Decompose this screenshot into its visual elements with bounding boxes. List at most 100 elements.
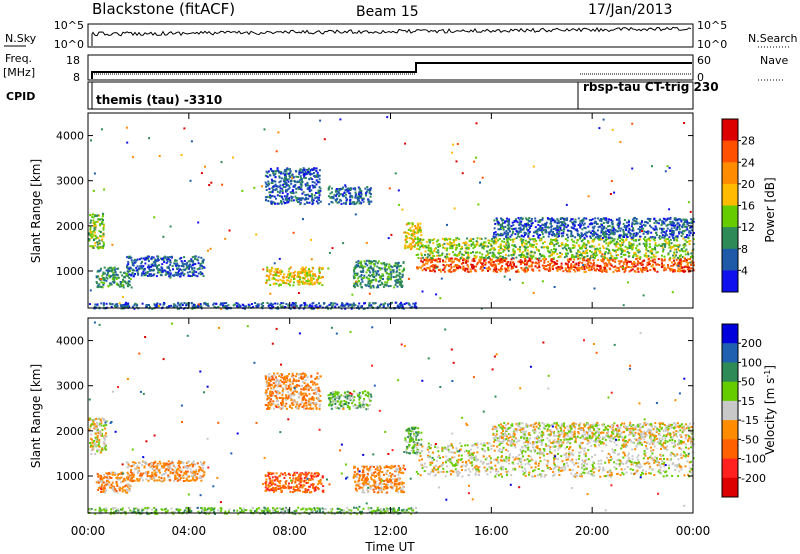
power-cell bbox=[397, 189, 400, 192]
power-cell bbox=[644, 236, 647, 239]
power-cell bbox=[289, 273, 292, 275]
power-cell bbox=[540, 246, 543, 249]
power-cell bbox=[687, 252, 690, 255]
power-cell bbox=[583, 265, 586, 268]
velocity-cell bbox=[90, 437, 93, 440]
power-cell bbox=[525, 256, 528, 259]
power-cell bbox=[318, 181, 321, 184]
power-cell bbox=[613, 231, 616, 234]
sky-tick-left-bottom: 10^0 bbox=[54, 38, 84, 51]
power-cell bbox=[636, 254, 639, 257]
power-cell bbox=[590, 255, 593, 258]
velocity-cell bbox=[128, 484, 131, 486]
power-cell bbox=[587, 258, 590, 261]
power-cell bbox=[364, 187, 367, 190]
power-cell bbox=[185, 263, 188, 266]
power-cell bbox=[194, 255, 197, 258]
power-cell bbox=[683, 223, 686, 226]
velocity-cell bbox=[99, 424, 102, 427]
power-cell bbox=[660, 266, 663, 268]
power-cell bbox=[415, 254, 418, 256]
power-cell bbox=[579, 222, 581, 225]
power-cell bbox=[565, 255, 568, 258]
power-cell bbox=[409, 227, 412, 230]
power-cell bbox=[558, 244, 561, 247]
power-cell bbox=[504, 248, 507, 251]
power-cell bbox=[584, 226, 587, 229]
power-cell bbox=[419, 226, 422, 229]
power-cell bbox=[688, 268, 691, 271]
power-cell bbox=[367, 201, 370, 204]
power-cell bbox=[94, 224, 97, 227]
power-cell bbox=[301, 169, 304, 172]
power-cell bbox=[388, 187, 391, 190]
power-cell bbox=[624, 260, 627, 263]
power-cell bbox=[451, 261, 454, 264]
power-cell bbox=[663, 218, 666, 221]
power-cell bbox=[355, 202, 358, 205]
power-cell bbox=[679, 249, 681, 252]
power-cell bbox=[306, 172, 309, 175]
power-cell bbox=[401, 305, 404, 308]
power-cell bbox=[303, 169, 306, 171]
power-cell bbox=[370, 193, 372, 196]
velocity-cell bbox=[97, 443, 100, 446]
power-cell bbox=[265, 189, 268, 191]
power-cell bbox=[183, 256, 186, 259]
power-colorbar-segment bbox=[722, 248, 738, 271]
power-cell bbox=[580, 240, 583, 243]
power-cell bbox=[396, 280, 399, 282]
power-cell bbox=[223, 305, 226, 308]
power-cell bbox=[636, 244, 639, 247]
power-cell bbox=[166, 256, 169, 259]
power-cell bbox=[299, 183, 302, 186]
power-cell bbox=[572, 244, 575, 247]
power-cell bbox=[209, 247, 212, 250]
power-cell bbox=[453, 265, 456, 268]
power-cell bbox=[368, 192, 371, 195]
velocity-cell bbox=[103, 438, 106, 441]
power-cell bbox=[289, 280, 292, 283]
velocity-cell bbox=[96, 421, 98, 424]
power-cell bbox=[420, 257, 423, 260]
power-cell bbox=[307, 269, 310, 272]
power-cell bbox=[292, 175, 295, 178]
power-cell bbox=[675, 258, 678, 261]
power-cell bbox=[574, 228, 577, 231]
power-cell bbox=[144, 256, 147, 259]
power-cell bbox=[532, 291, 535, 294]
power-cell bbox=[296, 201, 299, 204]
power-cell bbox=[140, 262, 143, 265]
power-cell bbox=[197, 306, 200, 308]
power-cell bbox=[656, 270, 659, 273]
power-cell bbox=[500, 217, 502, 220]
power-cell bbox=[505, 235, 508, 238]
power-cell bbox=[394, 265, 397, 268]
power-cell bbox=[169, 276, 172, 279]
power-cell bbox=[276, 302, 279, 305]
power-cell bbox=[326, 305, 329, 308]
power-cell bbox=[457, 267, 460, 270]
power-cell bbox=[630, 269, 633, 272]
power-cell bbox=[129, 278, 132, 281]
power-cell bbox=[308, 185, 311, 187]
power-cell bbox=[618, 219, 621, 222]
power-cell bbox=[495, 265, 497, 268]
power-cell bbox=[625, 229, 628, 231]
power-cell bbox=[308, 190, 311, 193]
power-cell bbox=[358, 266, 361, 269]
power-cell bbox=[429, 238, 432, 241]
power-cell bbox=[618, 222, 621, 225]
power-cell bbox=[352, 302, 355, 305]
power-cell bbox=[121, 281, 124, 284]
power-cell bbox=[177, 271, 180, 274]
power-cell bbox=[512, 250, 515, 252]
power-cell bbox=[455, 237, 458, 240]
power-cell bbox=[98, 283, 101, 286]
power-cell bbox=[509, 278, 511, 281]
power-cell bbox=[573, 223, 576, 226]
power-cell bbox=[207, 305, 210, 307]
power-cell bbox=[142, 265, 145, 268]
power-cell bbox=[518, 224, 521, 226]
power-cell bbox=[682, 224, 685, 226]
